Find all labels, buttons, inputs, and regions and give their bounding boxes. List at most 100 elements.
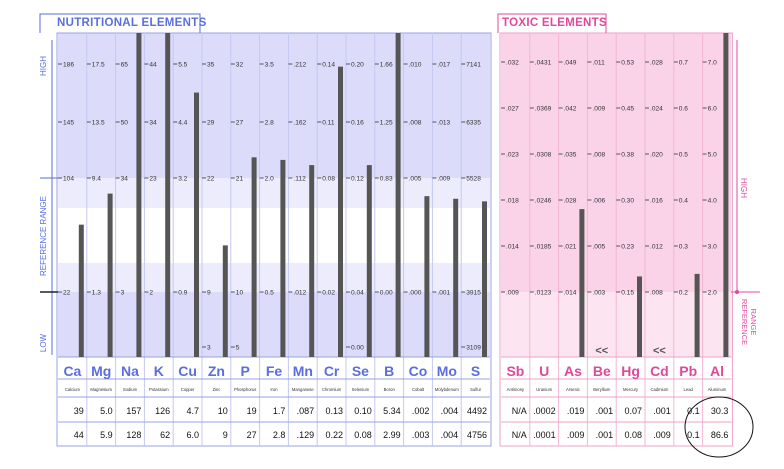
- tick-label: 0.6: [679, 105, 688, 112]
- element-name: Uranium: [536, 387, 552, 392]
- element-name: Lead: [684, 387, 694, 392]
- element-name: Manganese: [292, 387, 315, 392]
- result-bar-na: [136, 33, 142, 357]
- tick-label: 0.11: [322, 119, 335, 126]
- tick-label: 21: [236, 175, 244, 182]
- result-value-2: .009: [653, 430, 671, 440]
- below-detection-marker: <<: [653, 345, 666, 357]
- tick-label: .0369: [535, 105, 552, 112]
- tick-label: .0123: [535, 289, 552, 296]
- result-value-2: .009: [567, 430, 585, 440]
- tick-label: .021: [564, 243, 577, 250]
- element-symbol: Al: [710, 363, 724, 379]
- result-value-2: 0.08: [624, 430, 642, 440]
- tick-label: .012: [650, 243, 663, 250]
- element-symbol: Pb: [679, 363, 697, 379]
- right-axis-high-label: HIGH: [739, 178, 748, 198]
- result-value: 126: [155, 406, 170, 416]
- tick-label: 0.7: [679, 59, 688, 66]
- result-value-2: 0.22: [325, 430, 343, 440]
- tick-label: .049: [564, 59, 577, 66]
- tick-label: 0.20: [351, 61, 364, 68]
- result-value-2: .003: [412, 430, 430, 440]
- result-value: 5.0: [100, 406, 113, 416]
- tick-label: 0.02: [322, 289, 335, 296]
- tick-label: 5.5: [178, 61, 187, 68]
- element-symbol: P: [241, 363, 250, 379]
- tick-label: 65: [121, 61, 129, 68]
- tick-label: 0.53: [621, 59, 634, 66]
- tick-label: 50: [121, 119, 129, 126]
- tick-label: 6335: [466, 119, 481, 126]
- tick-label: .008: [592, 151, 605, 158]
- result-value-2: 62: [160, 430, 170, 440]
- tick-label: .014: [564, 289, 577, 296]
- aluminum-highlight-circle: [684, 396, 754, 458]
- element-name: Selenium: [352, 387, 370, 392]
- result-bar-cu: [194, 92, 199, 357]
- element-symbol: Fe: [266, 363, 283, 379]
- tick-label: 29: [207, 119, 215, 126]
- tick-label: 10: [236, 289, 244, 296]
- element-symbol: Mn: [293, 363, 313, 379]
- toxic-elements-title: TOXIC ELEMENTS: [502, 17, 607, 29]
- result-bar-p: [251, 157, 257, 357]
- result-bar-k: [165, 33, 171, 357]
- tick-label: 0.5: [679, 151, 688, 158]
- element-symbol: Hg: [621, 363, 640, 379]
- tick-label: 0.15: [621, 289, 634, 296]
- tick-label: .013: [437, 119, 450, 126]
- tick-label: .024: [650, 105, 663, 112]
- element-name: Calcium: [65, 387, 81, 392]
- tick-label: 0.3: [679, 243, 688, 250]
- element-name: Potassium: [149, 387, 169, 392]
- tick-label: .008: [409, 119, 422, 126]
- result-value: .019: [567, 406, 585, 416]
- tick-label-low: 3: [207, 344, 211, 351]
- result-bar-zn: [222, 245, 228, 357]
- tick-label-low: 0.00: [351, 344, 364, 351]
- tick-label: .028: [650, 59, 663, 66]
- element-symbol: Sb: [506, 363, 524, 379]
- element-symbol: Mo: [437, 363, 457, 379]
- tick-label: .001: [437, 289, 450, 296]
- tick-label: 23: [149, 175, 157, 182]
- result-value-2: 44: [74, 430, 84, 440]
- toxic-title-tab: [497, 13, 607, 33]
- element-name: Arsenic: [566, 387, 580, 392]
- element-symbol: B: [384, 363, 394, 379]
- result-value: 4.7: [186, 406, 199, 416]
- tick-label: 2.0: [708, 289, 717, 296]
- tick-label: 2.0: [265, 175, 274, 182]
- element-name: Sodium: [123, 387, 138, 392]
- tick-label: .212: [293, 61, 306, 68]
- tick-label: 44: [149, 61, 157, 68]
- result-bar-as: [579, 209, 585, 357]
- nutritional-title-tab: [39, 13, 201, 33]
- result-value-2: 5.9: [100, 430, 113, 440]
- result-bar-mg: [107, 193, 113, 357]
- tick-label: 4.0: [708, 197, 717, 204]
- tick-label: 7.0: [708, 59, 717, 66]
- below-detection-marker: <<: [595, 345, 608, 357]
- element-name: Beryllium: [593, 387, 611, 392]
- tick-label: 2.8: [265, 119, 274, 126]
- tick-label: 0.5: [265, 289, 274, 296]
- tick-label: 9.4: [92, 175, 101, 182]
- tick-label: .035: [564, 151, 577, 158]
- result-value: 30.3: [711, 406, 729, 416]
- element-name: Antimony: [507, 387, 525, 392]
- result-value-2: 86.6: [711, 430, 729, 440]
- result-value-2: N/A: [512, 430, 527, 440]
- tick-label: 13.5: [92, 119, 105, 126]
- result-value: 10: [218, 406, 228, 416]
- tick-label: 34: [121, 175, 129, 182]
- left-axis-reference-label: REFERENCE RANGE: [39, 196, 48, 276]
- tick-label: 17.5: [92, 61, 105, 68]
- tick-label: .012: [293, 289, 306, 296]
- result-value-2: 9: [223, 430, 228, 440]
- result-value-2: .0001: [533, 430, 556, 440]
- result-bar-al: [723, 33, 729, 357]
- tick-label: .0431: [535, 59, 552, 66]
- tick-label: .014: [506, 243, 519, 250]
